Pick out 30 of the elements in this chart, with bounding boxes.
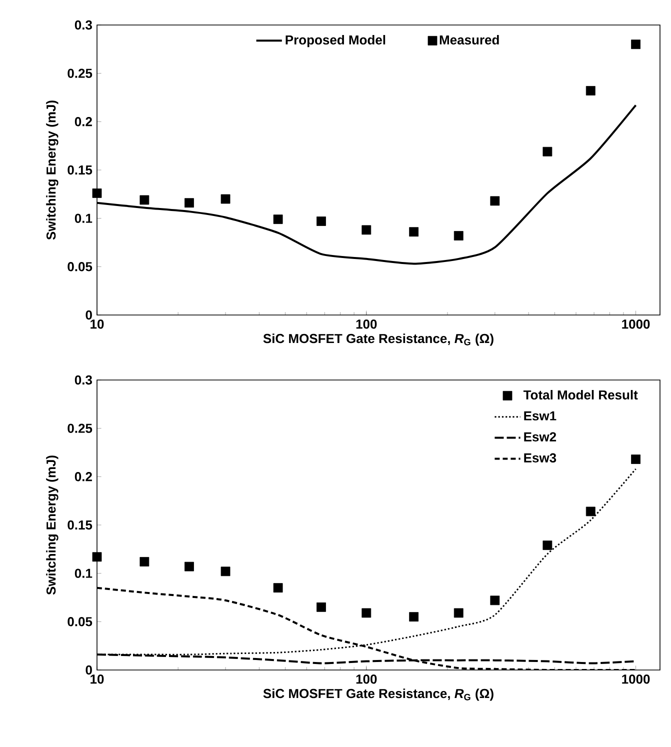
y-tick-label: 0.2 [74,117,92,126]
legend-label: Proposed Model [286,34,386,48]
y-tick-label: 0.3 [74,20,92,30]
x-tick-label: 10 [90,320,104,329]
y-tick-label: 0.2 [74,472,92,482]
y-tick-label: 0.05 [68,262,92,272]
y-tick-label: 0.1 [74,568,92,578]
x-tick-label: 100 [356,320,377,329]
y-tick-label: 0.25 [68,424,92,433]
y-tick-label: 0.05 [68,617,92,626]
legend-label: Esw1 [524,411,556,420]
y-tick-label: 0.1 [74,214,92,223]
y-tick-label: 0.25 [68,68,92,78]
x-tick-label: 1000 [622,320,650,329]
legend-label: Esw2 [524,432,556,442]
y-tick-label: 0 [86,665,92,675]
x-tick-label: 10 [90,674,104,684]
x-axis-title: SiC MOSFET Gate Resistance, R$_{G}$ (Ω) [263,334,494,346]
y-tick-label: 0.3 [74,375,92,385]
x-tick-label: 1000 [622,674,650,684]
x-axis-title: SiC MOSFET Gate Resistance, R$_{G}$ (Ω) [263,688,494,701]
y-axis-title: Switching Energy (mJ) [46,456,58,595]
y-axis-title: Switching Energy (mJ) [46,100,58,240]
x-tick-label: 100 [356,674,377,684]
y-tick-label: 0.15 [68,165,92,175]
legend-label: Total Model Result [523,390,638,400]
legend-label: Esw3 [524,453,556,463]
legend-label: Measured [440,34,499,45]
y-tick-label: 0.15 [68,520,92,530]
y-tick-label: 0 [86,310,92,320]
